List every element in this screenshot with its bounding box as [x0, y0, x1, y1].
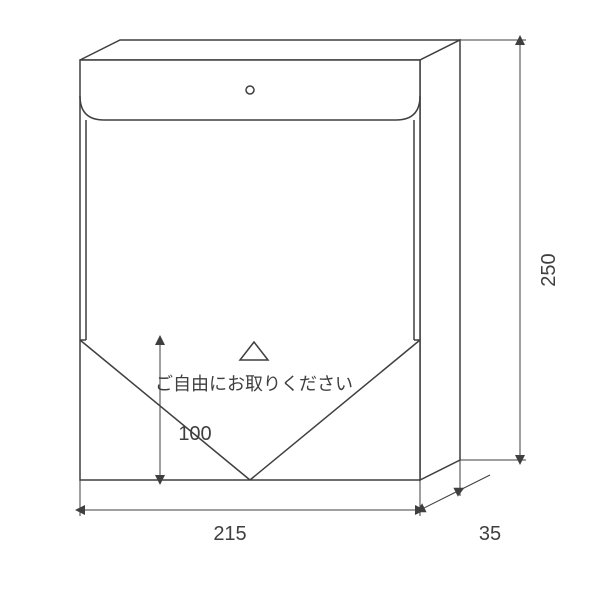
dimension-label: 35: [479, 523, 501, 545]
dimension-label: 250: [538, 253, 560, 286]
dimension-label: 100: [178, 423, 211, 445]
product-label: ご自由にお取りください: [155, 374, 353, 394]
dimension-diagram: ご自由にお取りください 215 35 250 100: [0, 0, 600, 600]
dimension-label: 215: [213, 523, 246, 545]
